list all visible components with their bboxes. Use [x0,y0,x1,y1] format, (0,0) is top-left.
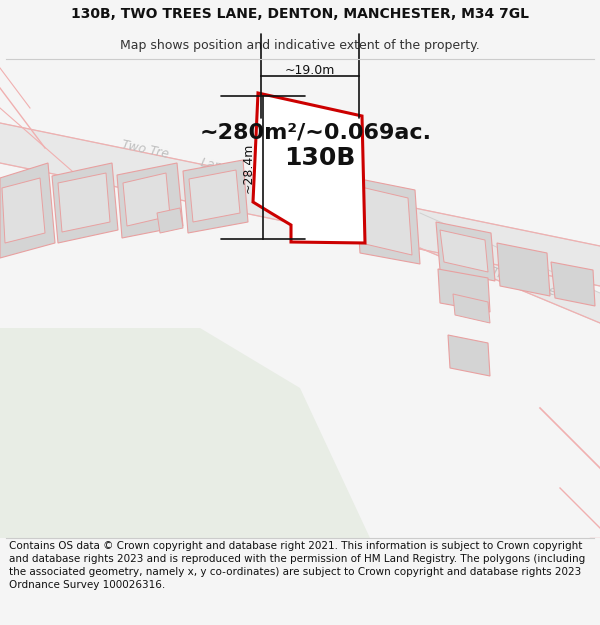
Polygon shape [420,213,600,323]
Polygon shape [436,222,495,281]
Text: 130B, TWO TREES LANE, DENTON, MANCHESTER, M34 7GL: 130B, TWO TREES LANE, DENTON, MANCHESTER… [71,8,529,21]
Polygon shape [0,163,55,258]
Text: Two Trees Lane: Two Trees Lane [462,257,558,299]
Text: Lane: Lane [199,156,231,176]
Polygon shape [253,93,365,243]
Text: ~28.4m: ~28.4m [242,142,255,192]
Polygon shape [355,178,420,264]
Polygon shape [183,160,248,233]
Polygon shape [189,170,240,222]
Text: ~19.0m: ~19.0m [285,64,335,77]
Polygon shape [551,262,595,306]
Polygon shape [157,208,183,233]
Polygon shape [52,163,118,243]
Polygon shape [438,269,490,312]
Polygon shape [361,187,412,255]
Polygon shape [0,123,600,286]
Polygon shape [448,335,490,376]
Text: Map shows position and indicative extent of the property.: Map shows position and indicative extent… [120,39,480,52]
Polygon shape [117,163,183,238]
Text: Two Tre: Two Tre [120,139,170,161]
Polygon shape [0,328,370,538]
Polygon shape [440,230,488,272]
Text: ~280m²/~0.069ac.: ~280m²/~0.069ac. [200,123,432,143]
Text: 130B: 130B [284,146,356,170]
Polygon shape [58,173,110,232]
Polygon shape [2,178,45,243]
Polygon shape [123,173,170,226]
Polygon shape [497,243,550,296]
Text: Contains OS data © Crown copyright and database right 2021. This information is : Contains OS data © Crown copyright and d… [9,541,585,590]
Polygon shape [453,294,490,323]
